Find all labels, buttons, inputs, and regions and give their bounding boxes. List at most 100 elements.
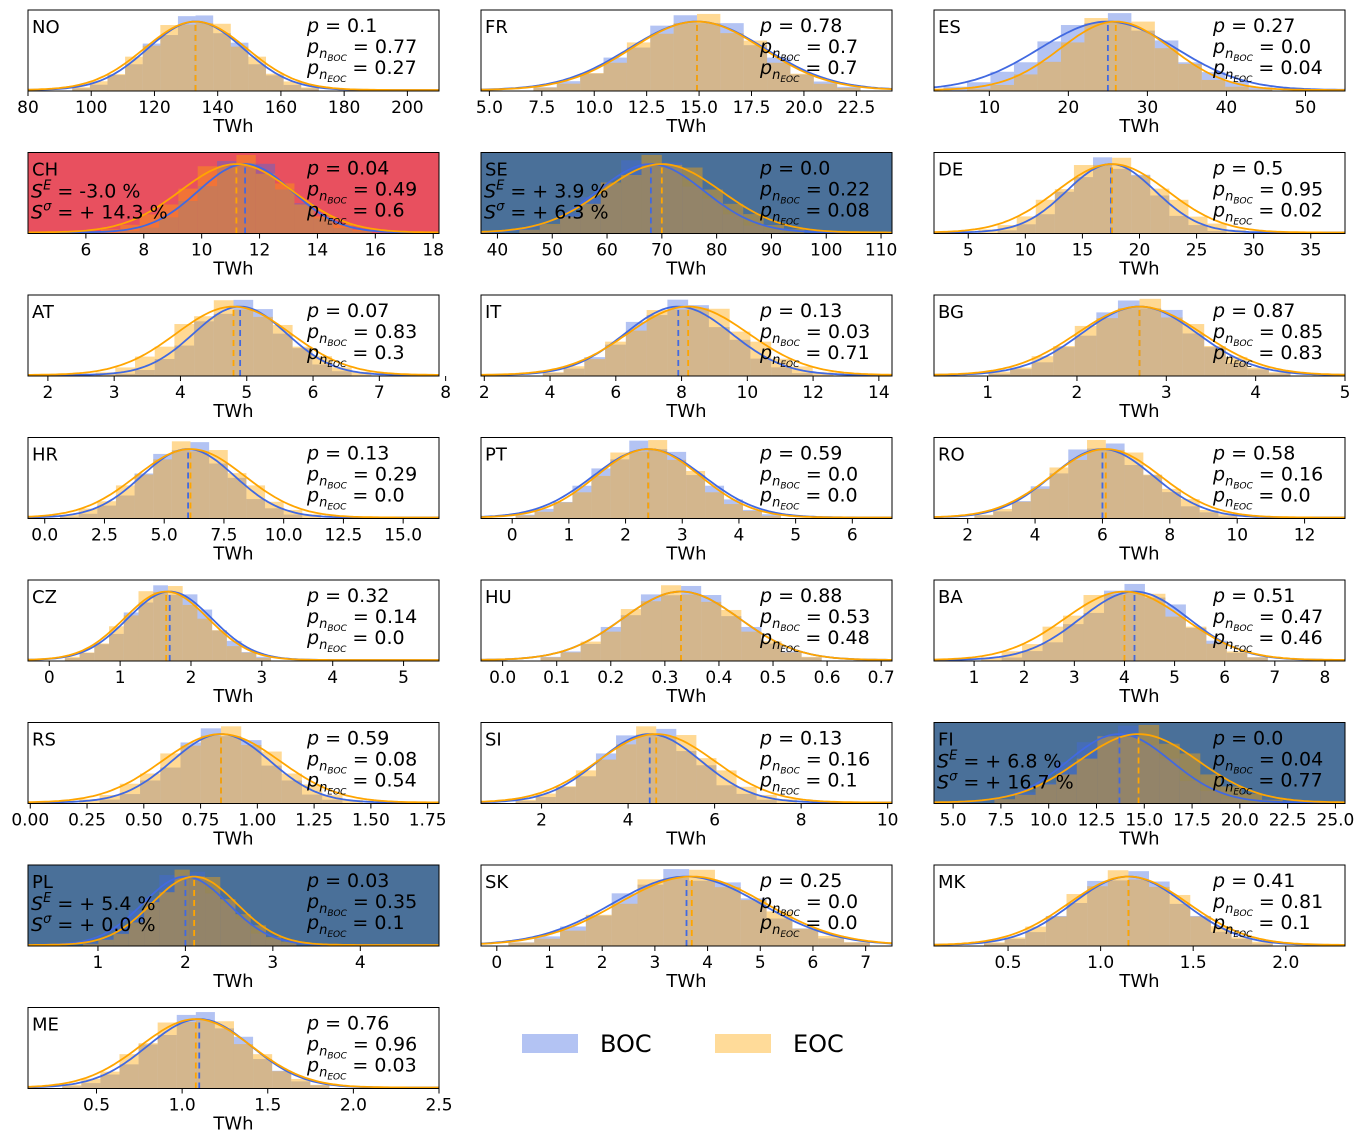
eoc-hist-bar [312,356,332,376]
axes-frame [933,9,1346,92]
axes-frame [27,152,440,234]
p-value-label: p = 0.76 [306,1013,389,1035]
eoc-hist-bar [1247,367,1269,376]
eoc-hist-bar [686,470,706,519]
eoc-hist-bar [540,657,561,661]
p-eoc-value-label: pnEOC = 0.1 [1212,912,1311,940]
boc-hist-bar [661,595,682,661]
p-boc-value-label: pnBOC = 0.0 [759,891,858,919]
eoc-kde-line [933,305,1346,376]
eoc-hist-bar [177,24,196,92]
boc-hist-bar [556,81,581,91]
eoc-hist-bar [585,914,612,946]
boc-hist-bar [248,64,267,91]
eoc-hist-bar [78,508,98,519]
eoc-hist-bar [1220,786,1242,804]
eoc-hist-bar [1066,894,1088,946]
x-tick-label: 4 [355,953,366,973]
boc-hist-bar [154,358,175,376]
boc-hist-bar [190,442,210,519]
x-tick-label: 20 [1058,98,1080,118]
x-tick-label: 6 [847,526,858,546]
boc-hist-bar [766,918,793,946]
eoc-kde-line [481,590,892,661]
boc-hist-bar [177,16,196,92]
country-label: ES [938,17,961,38]
boc-hist-bar [283,84,302,91]
eoc-hist-bar [743,40,768,91]
boc-hist-bar [197,609,213,661]
p-eoc-value-label: pnEOC = 0.1 [306,912,405,940]
boc-hist-bar [1103,590,1125,661]
eoc-hist-bar [212,630,227,661]
eoc-hist-bar [981,657,1002,661]
eoc-hist-bar [1004,937,1026,946]
eoc-hist-bar [656,736,677,804]
eoc-hist-bar [1268,372,1291,376]
x-tick-label: 1.50 [352,811,390,831]
boc-hist-bar [515,800,536,804]
boc-hist-bar [1063,624,1084,661]
boc-hist-bar [213,33,231,91]
boc-hist-bar [1185,627,1207,661]
boc-hist-bar [844,942,870,946]
axes-frame [480,437,893,519]
eoc-hist-bar [767,62,791,91]
p-boc-value-label: pnBOC = 0.08 [306,749,417,777]
p-value-label: p = 0.13 [759,300,842,322]
x-tick-label: 5 [1169,668,1180,688]
p-value-label: p = 0.13 [306,443,389,465]
boc-hist-bar [1084,23,1108,91]
boc-hist-bar [214,1028,234,1089]
eoc-hist-bar [174,869,190,946]
x-tick-label: 100 [75,98,107,118]
boc-hist-bar [1241,802,1263,804]
eoc-hist-bar [1103,594,1125,661]
x-tick-label: 8 [440,383,451,403]
p-boc-value-label: pnBOC = 0.96 [306,1034,417,1062]
x-tick-label: 0.0 [31,526,58,546]
eoc-hist-bar [584,359,606,376]
boc-hist-bar [714,882,741,946]
x-tick-label: 90 [761,241,783,261]
p-boc-value-label: pnBOC = 0.49 [306,179,417,207]
x-tick-label: 2 [1019,668,1030,688]
x-tick-label: 8 [1320,668,1331,688]
boc-hist-bar [174,345,195,376]
eoc-hist-bar [1049,467,1069,519]
p-value-label: p = 0.0 [1212,728,1283,750]
x-tick-label: 1 [544,953,555,973]
boc-hist-bar [292,348,313,376]
x-tick-label: 8 [676,383,687,403]
boc-hist-bar [157,1035,177,1089]
p-eoc-value-label: pnEOC = 0.1 [759,770,858,798]
eoc-kde-line [480,163,892,234]
eoc-hist-bar [974,514,994,519]
eoc-hist-bar [740,900,767,946]
x-tick-label: 5 [963,241,974,261]
boc-hist-bar [1138,745,1160,804]
boc-hist-bar [580,73,604,91]
p-value-label: p = 0.59 [306,728,389,750]
boc-hist-bar [171,450,191,519]
eoc-hist-bar [1001,651,1023,661]
boc-hist-bar [646,315,668,376]
boc-hist-bar [220,903,236,946]
boc-hist-bar [153,453,172,519]
boc-hist-bar [120,231,140,234]
eoc-hist-bar [230,46,249,91]
p-value-label: p = 0.59 [759,443,842,465]
eoc-kde-line [28,875,439,946]
x-tick-label: 10 [979,98,1001,118]
eoc-hist-bar [197,166,218,234]
p-eoc-value-label: pnEOC = 0.0 [306,627,405,655]
boc-hist-bar [508,942,535,946]
eoc-hist-bar [195,1020,215,1089]
eoc-hist-bar [1199,510,1219,519]
boc-hist-bar [256,656,272,661]
eoc-hist-bar [1143,474,1163,519]
eoc-hist-bar [620,609,641,661]
eoc-hist-bar [1169,894,1191,946]
boc-hist-bar [663,869,690,946]
boc-hist-bar [1022,651,1043,661]
